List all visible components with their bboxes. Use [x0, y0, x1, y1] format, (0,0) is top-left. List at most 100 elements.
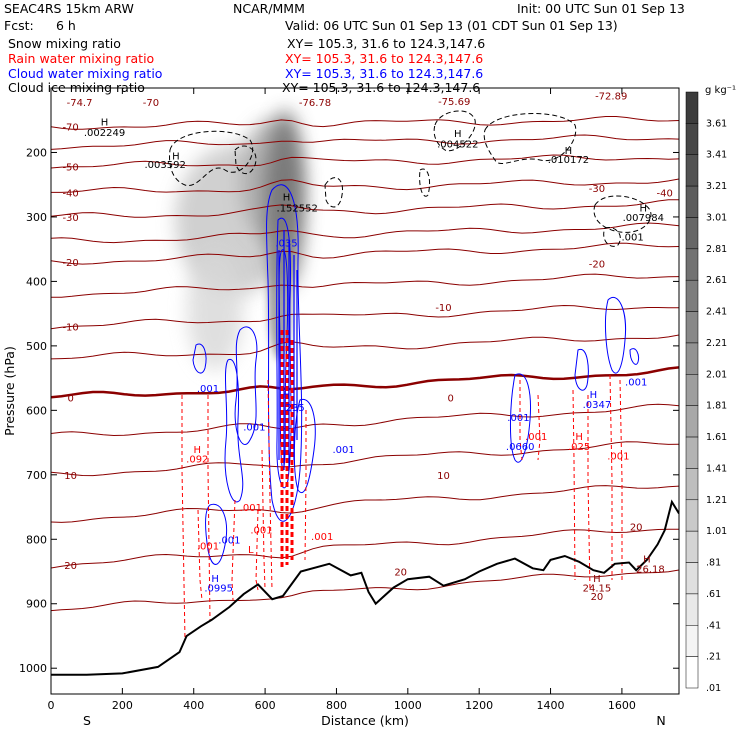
isotherm-label: -40 [62, 188, 78, 199]
contour-annotation: .001 [607, 451, 629, 462]
colorbar-swatch [685, 123, 699, 155]
cloud-ice-contours [169, 110, 652, 247]
colorbar-swatch [685, 468, 699, 501]
contour-annotation: -20 [589, 259, 605, 270]
contour-annotation: H [640, 203, 648, 214]
colorbar-label: .41 [706, 620, 721, 631]
colorbar-label: .21 [706, 652, 721, 663]
colorbar-label: 2.01 [706, 369, 727, 380]
x-tick-label: 1600 [608, 699, 636, 712]
field-name-rain: Rain water mixing ratio [8, 51, 155, 66]
isotherm-line [51, 485, 679, 523]
isotherm-label: -20 [62, 258, 78, 269]
colorbar-swatch [685, 311, 699, 344]
init-time: Init: 00 UTC Sun 01 Sep 13 [517, 1, 685, 16]
contour-annotation: 20 [591, 592, 604, 603]
contour-annotation: H [565, 146, 573, 157]
colorbar-swatch [685, 562, 699, 595]
isotherm-line [51, 116, 679, 130]
colorbar-label: 1.01 [706, 526, 727, 537]
colorbar-swatch [685, 279, 699, 312]
colorbar-label: .01 [706, 683, 721, 694]
colorbar-unit: g kg⁻¹ [705, 85, 736, 96]
north-label: N [656, 713, 665, 728]
contour-annotation: -10 [435, 303, 451, 314]
x-tick-label: 600 [255, 699, 276, 712]
contour-annotation: H [194, 445, 202, 456]
colorbar-label: 3.41 [706, 150, 727, 161]
contour-annotation: 20 [630, 522, 643, 533]
contour-annotation: .035 [275, 239, 297, 250]
contour-annotation: -74.7 [67, 98, 93, 109]
x-tick-label: 1000 [394, 699, 422, 712]
contour-annotation: .001 [625, 377, 647, 388]
isotherm-line [51, 134, 679, 150]
colorbar-label: 3.01 [706, 212, 727, 223]
plot-frame [50, 87, 680, 695]
isotherm-line [51, 403, 679, 437]
colorbar-swatch [685, 593, 699, 626]
contour-annotation: .002249 [84, 128, 125, 139]
field-xy-snow: XY= 105.3, 31.6 to 124.3,147.6 [287, 36, 486, 51]
field-name-snow: Snow mixing ratio [8, 36, 121, 51]
org-label: NCAR/MMM [233, 1, 305, 16]
colorbar-swatch [685, 656, 699, 689]
contour-annotation: .001 [311, 532, 333, 543]
contour-annotation: .010172 [548, 155, 589, 166]
contour-annotation: .001 [218, 535, 240, 546]
contour-annotation: .001 [243, 422, 265, 433]
contour-annotation: H [211, 574, 219, 585]
contour-annotation: H [101, 118, 109, 129]
isotherm-line [51, 178, 679, 193]
rain-core [280, 330, 294, 570]
colorbar-label: 1.61 [706, 432, 727, 443]
contour-annotation: -72.89 [595, 92, 627, 103]
colorbar-swatch [685, 217, 699, 250]
colorbar-label: 3.61 [706, 118, 727, 129]
colorbar-label: 3.21 [706, 181, 727, 192]
contour-annotation: H [283, 192, 291, 203]
contour-annotation: -70 [143, 98, 159, 109]
contour-labels: -74.7 -70 -76.78 -75.69 -72.89H.002249 H.0045… [67, 92, 673, 603]
colorbar-swatch [685, 374, 699, 406]
contour-annotation: H [172, 152, 180, 163]
isotherm-line [51, 199, 679, 218]
contour-annotation: .007984 [623, 213, 664, 224]
isotherm-label: -30 [62, 213, 78, 224]
isotherm-label: 10 [64, 471, 77, 482]
contour-annotation: 26.18 [636, 564, 665, 575]
isotherm-label: -70 [62, 123, 78, 134]
y-axis-label: Pressure (hPa) [2, 346, 17, 436]
y-tick-label: 200 [26, 146, 47, 159]
contour-annotation: 20 [394, 568, 407, 579]
colorbar-swatch [685, 342, 699, 375]
x-tick-label: 400 [183, 699, 204, 712]
isotherm-line [51, 242, 679, 265]
contour-annotation: H [590, 390, 598, 401]
colorbar-label: 1.21 [706, 495, 727, 506]
y-tick-label: 300 [26, 211, 47, 224]
colorbar-swatch [685, 436, 699, 469]
terrain-line [51, 499, 679, 676]
contour-annotation: .001 [240, 503, 262, 514]
contour-annotation: .092 [186, 455, 208, 466]
y-tick-label: 400 [26, 275, 47, 288]
x-tick-label: 1200 [465, 699, 493, 712]
contour-annotation: -30 [589, 184, 605, 195]
colorbar-swatch [685, 248, 699, 281]
fcst-label: Fcst: [4, 18, 34, 33]
y-tick-label: 700 [26, 469, 47, 482]
colorbar-label: 2.21 [706, 338, 727, 349]
contour-annotation: -40 [657, 188, 673, 199]
contour-annotation: -75.69 [438, 97, 470, 108]
colorbar-swatch [685, 405, 699, 438]
colorbar-label: 1.41 [706, 463, 727, 474]
contour-annotation: 24.15 [583, 584, 612, 595]
field-name-cloudwater: Cloud water mixing ratio [8, 66, 163, 81]
contour-annotation: H [283, 390, 291, 401]
snow-shading [175, 110, 305, 370]
colorbar-swatch [685, 185, 699, 218]
isotherm-line [51, 222, 679, 244]
